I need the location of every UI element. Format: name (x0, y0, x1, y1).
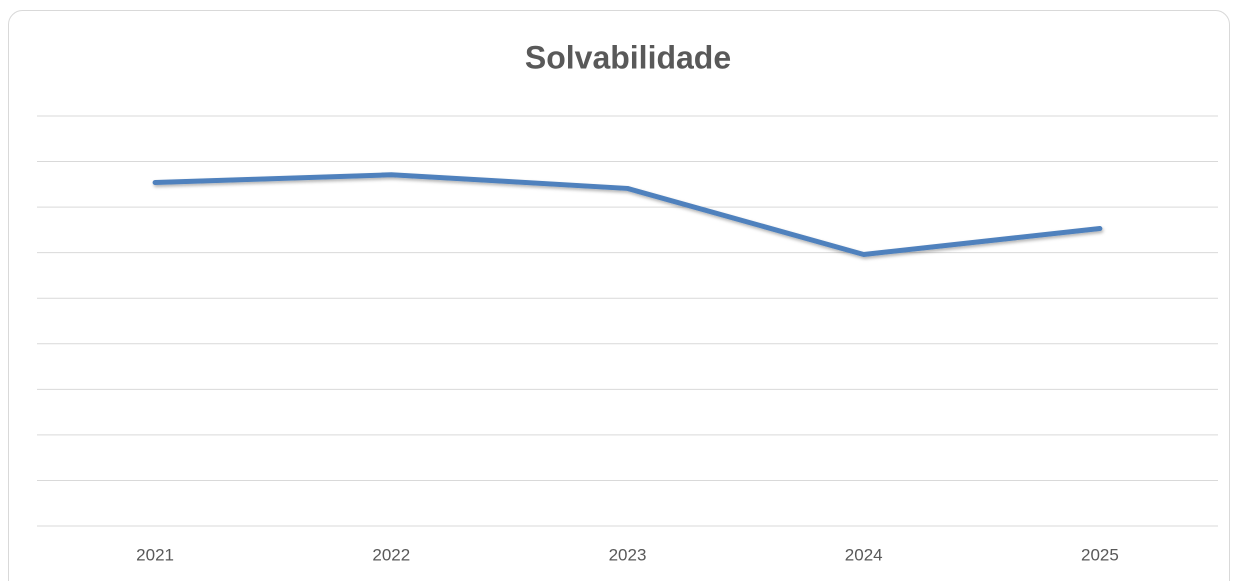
x-tick-label: 2024 (845, 545, 883, 564)
x-tick-label: 2022 (372, 545, 410, 564)
x-tick-label: 2023 (609, 545, 647, 564)
data-line (152, 172, 1103, 257)
chart-title: Solvabilidade (525, 39, 731, 75)
x-tick-label: 2025 (1081, 545, 1119, 564)
x-tick-label: 2021 (136, 545, 174, 564)
chart-frame (8, 10, 1230, 581)
